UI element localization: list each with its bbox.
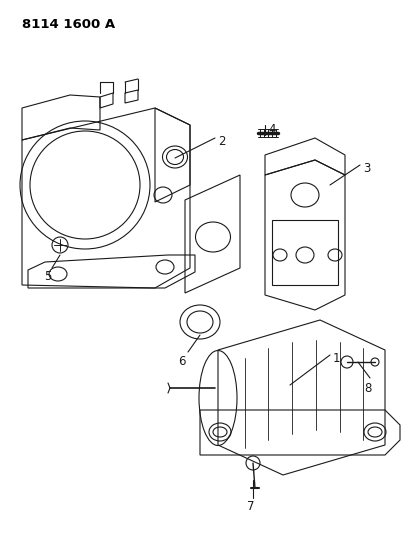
Text: 4: 4	[268, 123, 275, 136]
Text: 7: 7	[247, 500, 254, 513]
Text: 6: 6	[178, 355, 185, 368]
Text: 8: 8	[364, 382, 372, 395]
Text: 5: 5	[44, 270, 51, 283]
Text: 2: 2	[218, 135, 226, 148]
Text: 3: 3	[363, 162, 370, 175]
Text: 8114 1600 A: 8114 1600 A	[22, 18, 115, 31]
Text: 1: 1	[333, 352, 340, 365]
